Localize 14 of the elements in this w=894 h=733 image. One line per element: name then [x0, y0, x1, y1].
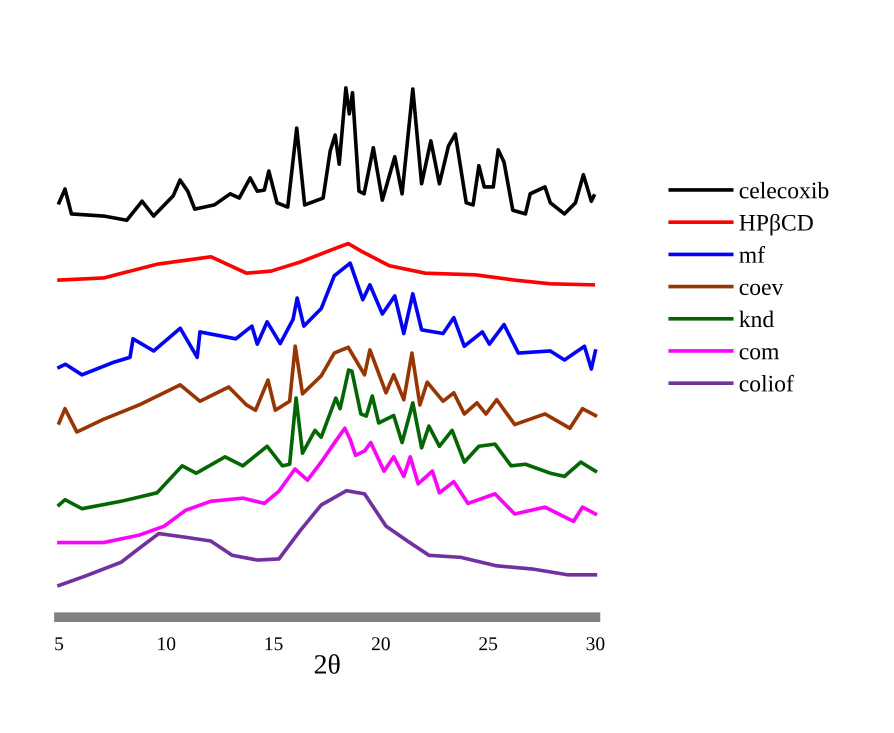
- legend-label: mf: [739, 246, 765, 263]
- x-tick-label: 20: [372, 637, 390, 650]
- x-axis-title: 2θ: [314, 654, 340, 674]
- legend-label: knd: [739, 310, 774, 328]
- legend-label: HPβCD: [739, 214, 813, 236]
- legend-label: coev: [740, 284, 784, 296]
- x-tick-label: 5: [55, 637, 64, 650]
- legend-label: celecoxib: [740, 182, 828, 198]
- x-tick-label: 15: [266, 637, 283, 650]
- legend-label: com: [740, 348, 780, 360]
- x-tick-label: 25: [479, 637, 498, 650]
- x-tick-label: 10: [158, 637, 176, 650]
- x-tick-label: 30: [586, 637, 604, 650]
- legend-label: coliof: [740, 374, 794, 392]
